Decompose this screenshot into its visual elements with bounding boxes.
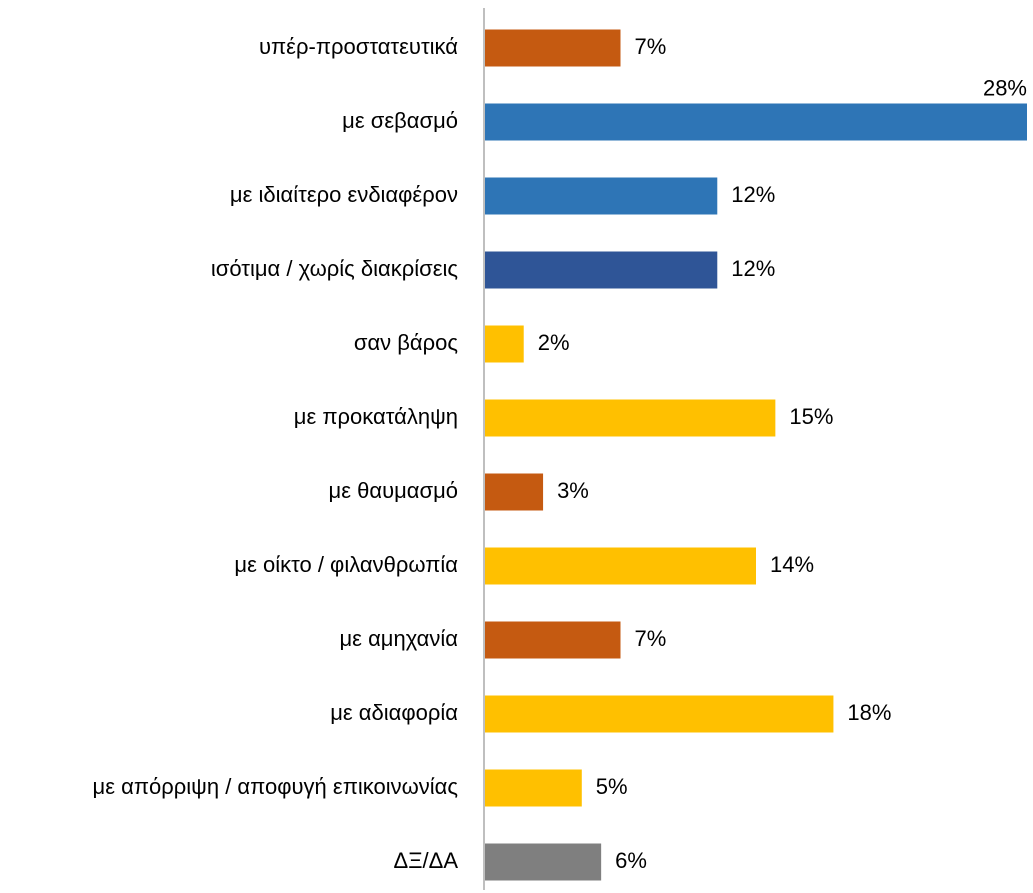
value-label: 12%	[731, 256, 775, 281]
category-label: με προκατάληψη	[294, 404, 458, 429]
value-label: 14%	[770, 552, 814, 577]
bar	[485, 399, 776, 437]
value-label: 7%	[635, 626, 667, 651]
category-label: ισότιμα / χωρίς διακρίσεις	[211, 256, 458, 281]
value-label: 6%	[615, 848, 647, 873]
category-label: με σεβασμό	[342, 108, 458, 133]
category-label: με αδιαφορία	[330, 700, 458, 725]
category-label: με θαυμασμό	[329, 478, 458, 503]
bar	[485, 621, 621, 659]
value-label: 5%	[596, 774, 628, 799]
category-label: με ιδιαίτερο ενδιαφέρον	[230, 182, 458, 207]
bar	[485, 325, 524, 363]
value-label: 15%	[789, 404, 833, 429]
bar	[485, 103, 1027, 141]
value-label: 12%	[731, 182, 775, 207]
bar	[485, 29, 621, 67]
bar	[485, 473, 544, 511]
category-label: με οίκτο / φιλανθρωπία	[234, 552, 458, 577]
bar	[485, 843, 602, 881]
category-label: με απόρριψη / αποφυγή επικοινωνίας	[93, 774, 458, 799]
category-label: ΔΞ/ΔΑ	[394, 848, 459, 873]
bar	[485, 695, 834, 733]
value-label: 2%	[538, 330, 570, 355]
value-label: 28%	[983, 75, 1027, 100]
bar	[485, 547, 756, 585]
value-label: 3%	[557, 478, 589, 503]
category-label: υπέρ-προστατευτικά	[259, 34, 458, 59]
bar	[485, 177, 718, 215]
value-label: 18%	[847, 700, 891, 725]
category-label: με αμηχανία	[339, 626, 458, 651]
value-label: 7%	[635, 34, 667, 59]
bar	[485, 251, 718, 289]
category-label: σαν βάρος	[354, 330, 458, 355]
bar	[485, 769, 582, 807]
